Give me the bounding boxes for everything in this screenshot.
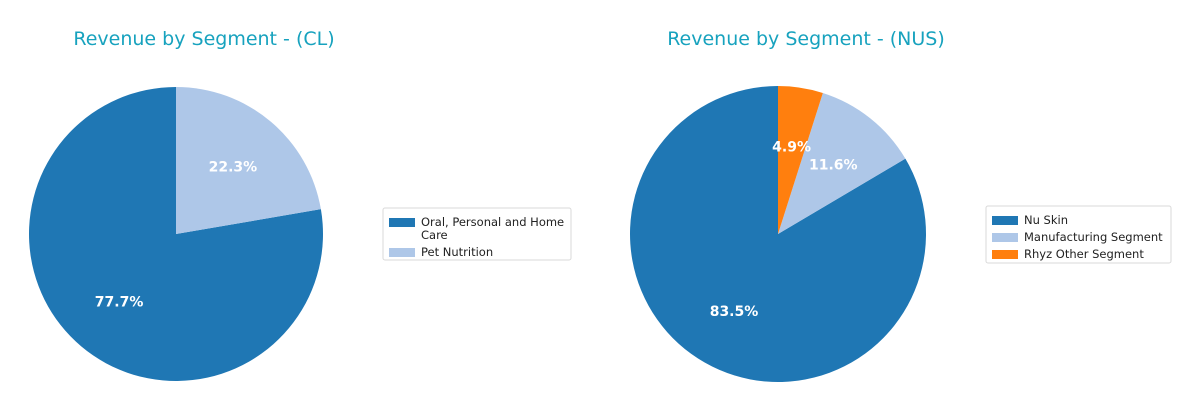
pie-labels-nus: 83.5% 11.6% 4.9% (710, 139, 858, 320)
pie-label-nus-rhyz-other-segment: 4.9% (772, 139, 811, 155)
legend-swatch-cl-pet-nutrition (389, 248, 415, 257)
legend-label-cl-oral-personal-and-home-care: Care (421, 228, 448, 242)
pie-slice-cl-pet-nutrition (176, 87, 321, 234)
legend-label-cl-pet-nutrition: Pet Nutrition (421, 245, 493, 259)
legend-swatch-nus-rhyz-other-segment (992, 250, 1018, 259)
pie-slice-nus-manufacturing-segment (778, 92, 906, 235)
legend-nus: Nu Skin Manufacturing Segment Rhyz Other S… (985, 205, 1172, 264)
pie-slice-nus-rhyz-other-segment (778, 86, 823, 234)
pie-label-nus-manufacturing-segment: 11.6% (809, 158, 858, 174)
chart-title-nus: Revenue by Segment - (NUS) (667, 28, 945, 50)
legend-label-nus-rhyz-other-segment: Rhyz Other Segment (1024, 247, 1144, 261)
pie-labels-cl: 77.7% 22.3% (95, 160, 257, 311)
legend-frame (382, 207, 572, 261)
legend-frame (985, 205, 1172, 264)
chart-title-cl: Revenue by Segment - (CL) (73, 28, 334, 50)
legend-swatch-cl-oral-personal-and-home-care (389, 218, 415, 227)
legend-label-nus-nu-skin: Nu Skin (1024, 213, 1068, 227)
pie-label-nus-nu-skin: 83.5% (710, 304, 759, 320)
pie-label-cl-oral-personal-and-home-care: 77.7% (95, 294, 144, 310)
chart-nus: Revenue by Segment - (NUS) 83.5% 11.6% 4.9… (630, 28, 1172, 383)
legend-label-cl-oral-personal-and-home-care: Oral, Personal and Home (421, 215, 564, 229)
pie-slice-cl-oral-personal-and-home-care (29, 87, 324, 381)
pie-nus (630, 86, 927, 383)
pie-cl (29, 87, 324, 381)
pie-label-cl-pet-nutrition: 22.3% (209, 160, 258, 176)
pie-slice-nus-nu-skin (630, 86, 927, 383)
legend-swatch-nus-nu-skin (992, 216, 1018, 225)
legend-label-nus-manufacturing-segment: Manufacturing Segment (1024, 230, 1163, 244)
legend-swatch-nus-manufacturing-segment (992, 233, 1018, 242)
chart-cl: Revenue by Segment - (CL) 77.7% 22.3% Ora… (29, 28, 572, 381)
